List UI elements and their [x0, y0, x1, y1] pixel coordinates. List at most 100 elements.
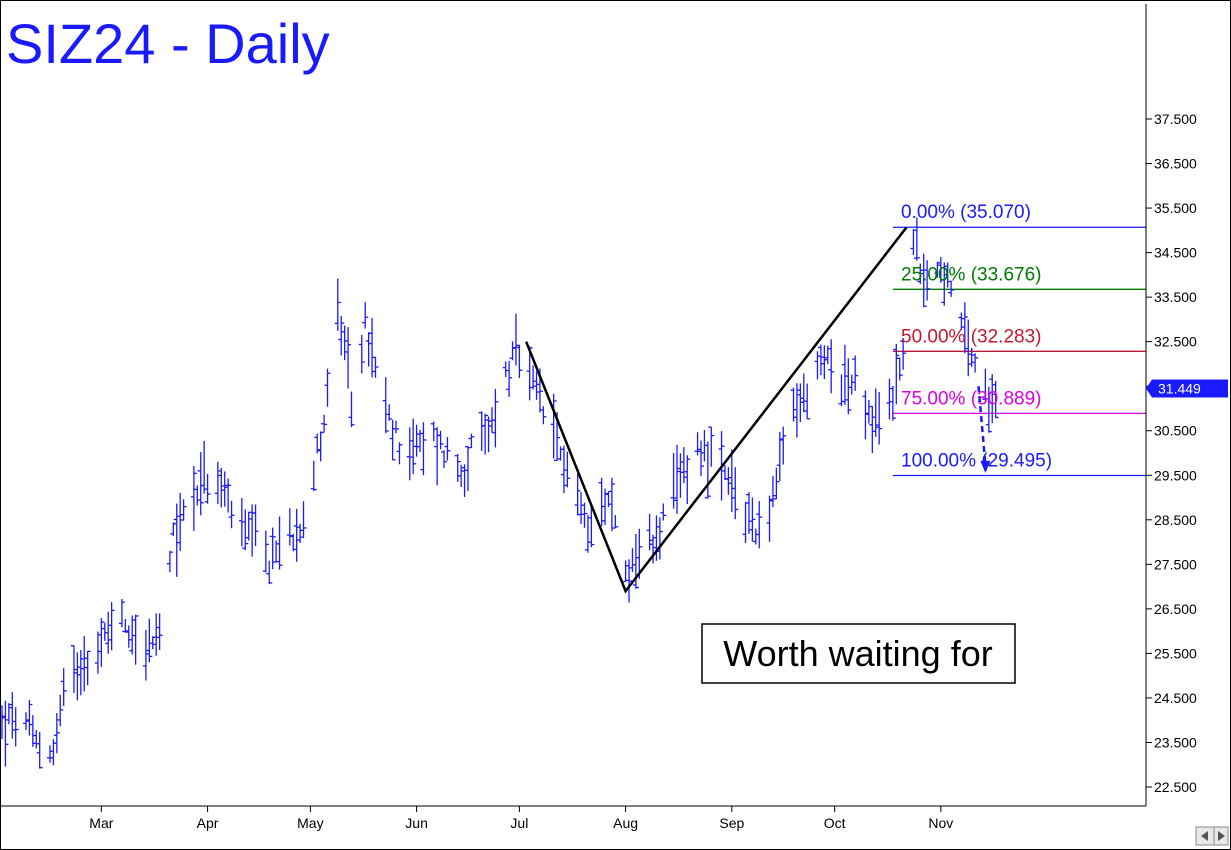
- ohlc-bar: [369, 317, 376, 378]
- y-tick-label: 29.500: [1154, 467, 1197, 483]
- y-tick-label: 23.500: [1154, 734, 1197, 750]
- ohlc-bar: [506, 360, 513, 397]
- projection-arrowhead-icon: [980, 460, 991, 473]
- scroll-right-icon: [1218, 831, 1225, 841]
- x-axis-ticks: Mar Apr May Jun Jul Aug Sep Oct Nov: [89, 806, 953, 831]
- ohlc-bar: [824, 345, 831, 365]
- ohlc-bar: [752, 528, 759, 545]
- ohlc-bar: [290, 533, 297, 552]
- ohlc-bar: [201, 440, 208, 494]
- ohlc-bar: [464, 446, 471, 491]
- x-tick-label: Sep: [719, 815, 744, 831]
- ohlc-bar: [70, 645, 77, 693]
- ohlc-bar: [482, 413, 489, 455]
- ohlc-bar: [557, 446, 564, 461]
- ohlc-bar: [458, 464, 465, 487]
- ohlc-bar: [725, 467, 732, 495]
- ohlc-bar: [708, 426, 715, 467]
- ohlc-bar: [324, 368, 331, 407]
- scrollbar[interactable]: [1195, 826, 1229, 846]
- ohlc-bar: [98, 618, 105, 667]
- ohlc-bar: [334, 278, 341, 331]
- ohlc-bar: [314, 433, 321, 454]
- ohlc-bar: [156, 613, 163, 650]
- ohlc-bar: [900, 338, 907, 370]
- ohlc-bar: [170, 522, 177, 537]
- fib-labels: 0.00% (35.070) 25.00% (33.676) 50.00% (32.…: [901, 202, 1052, 471]
- ohlc-bar: [694, 432, 701, 456]
- ohlc-bar: [814, 351, 821, 380]
- ohlc-bar: [190, 466, 197, 531]
- ohlc-bar: [12, 707, 19, 747]
- ohlc-bar: [406, 427, 413, 481]
- ohlc-bar: [608, 477, 615, 532]
- ohlc-bar: [132, 614, 139, 665]
- ohlc-bar: [910, 229, 917, 256]
- ohlc-bar: [365, 332, 372, 367]
- x-tick-label: Aug: [613, 815, 638, 831]
- ohlc-bar: [578, 492, 585, 524]
- x-tick-label: Apr: [197, 815, 219, 831]
- ohlc-bar: [965, 319, 972, 377]
- ohlc-bar: [650, 534, 657, 564]
- ohlc-bar: [913, 217, 920, 261]
- ohlc-bar: [560, 445, 567, 494]
- ohlc-bar: [817, 344, 824, 376]
- x-tick-label: Jul: [510, 815, 528, 831]
- ohlc-bar: [461, 464, 468, 498]
- ohlc-bar: [598, 477, 605, 527]
- ohlc-bar: [889, 385, 896, 421]
- ohlc-bar: [841, 344, 848, 405]
- ohlc-bar: [677, 453, 684, 498]
- ohlc-bar: [276, 516, 283, 570]
- x-tick-label: Mar: [89, 815, 113, 831]
- x-tick-label: Nov: [928, 815, 953, 831]
- ohlc-bar: [612, 515, 619, 529]
- ohlc-bar: [382, 377, 389, 434]
- ohlc-bar: [129, 615, 136, 655]
- ohlc-bar: [348, 391, 355, 428]
- ohlc-bar: [581, 502, 588, 528]
- annotation-box: Worth waiting for: [701, 623, 1016, 684]
- ohlc-bar: [766, 495, 773, 542]
- ohlc-bar: [81, 635, 88, 692]
- ohlc-bar: [636, 528, 643, 579]
- ohlc-bar: [286, 508, 293, 546]
- y-tick-label: 27.500: [1154, 556, 1197, 572]
- ohlc-bar: [533, 371, 540, 400]
- ohlc-bar: [893, 344, 900, 405]
- ohlc-bar: [516, 344, 523, 379]
- ohlc-bar: [937, 257, 944, 283]
- ohlc-bar: [180, 499, 187, 521]
- ohlc-bar: [60, 668, 67, 706]
- ohlc-bar: [204, 474, 211, 504]
- ohlc-bar: [149, 636, 156, 650]
- ohlc-bar: [420, 422, 427, 476]
- abc-pattern: [525, 226, 908, 594]
- ohlc-bar: [125, 625, 132, 648]
- ohlc-bar: [94, 631, 101, 674]
- ohlc-bar: [756, 501, 763, 549]
- ohlc-bar: [800, 373, 807, 413]
- ohlc-bar: [584, 514, 591, 553]
- ohlc-bar: [410, 418, 417, 475]
- ohlc-bar: [269, 527, 276, 570]
- ohlc-bar: [108, 602, 115, 651]
- ohlc-bar: [341, 325, 348, 361]
- ohlc-bar: [605, 491, 612, 508]
- x-tick-label: May: [297, 815, 323, 831]
- ohlc-bar: [101, 622, 108, 641]
- ohlc-bar: [917, 263, 924, 285]
- ohlc-bar: [77, 650, 84, 696]
- ohlc-bar: [26, 699, 33, 736]
- ohlc-bar: [413, 424, 420, 457]
- ohlc-bar: [238, 498, 245, 547]
- y-tick-label: 22.500: [1154, 779, 1197, 795]
- fib-level-label: 25.00% (33.676): [901, 264, 1042, 285]
- ohlc-bar: [985, 386, 992, 433]
- fib-level-label: 75.00% (30.889): [901, 388, 1042, 409]
- ohlc-bar: [437, 430, 444, 450]
- ohlc-bar: [680, 447, 687, 484]
